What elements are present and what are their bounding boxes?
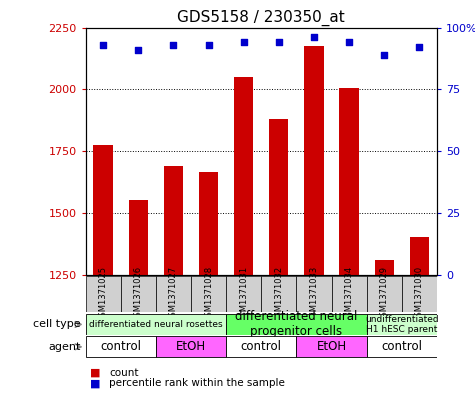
Bar xyxy=(410,237,429,275)
Text: GSM1371025: GSM1371025 xyxy=(99,266,107,322)
Point xyxy=(345,39,353,46)
Bar xyxy=(226,336,296,357)
Text: differentiated neural rosettes: differentiated neural rosettes xyxy=(89,320,223,329)
Point xyxy=(240,39,247,46)
Bar xyxy=(332,276,367,312)
Bar xyxy=(86,276,121,312)
Point xyxy=(205,42,212,48)
Text: control: control xyxy=(381,340,422,353)
Point xyxy=(134,47,142,53)
Bar xyxy=(375,260,394,275)
Bar xyxy=(402,276,437,312)
Bar xyxy=(269,119,288,275)
Bar xyxy=(94,145,113,275)
Bar xyxy=(304,46,323,275)
Bar xyxy=(86,314,226,335)
Text: GSM1371028: GSM1371028 xyxy=(204,266,213,322)
Text: EtOH: EtOH xyxy=(176,340,206,353)
Text: GSM1371034: GSM1371034 xyxy=(345,266,353,322)
Point xyxy=(275,39,283,46)
Bar xyxy=(164,166,183,275)
Text: cell type: cell type xyxy=(33,320,81,329)
Bar xyxy=(261,276,296,312)
Point xyxy=(380,51,388,58)
Text: control: control xyxy=(100,340,141,353)
Bar xyxy=(191,276,226,312)
Bar xyxy=(367,336,437,357)
Bar xyxy=(340,88,359,275)
Text: EtOH: EtOH xyxy=(316,340,347,353)
Bar xyxy=(234,77,253,275)
Text: GSM1371031: GSM1371031 xyxy=(239,266,248,322)
Bar xyxy=(226,276,261,312)
Title: GDS5158 / 230350_at: GDS5158 / 230350_at xyxy=(177,10,345,26)
Text: ■: ■ xyxy=(90,378,101,388)
Bar xyxy=(156,276,191,312)
Text: GSM1371027: GSM1371027 xyxy=(169,266,178,322)
Text: control: control xyxy=(241,340,282,353)
Text: percentile rank within the sample: percentile rank within the sample xyxy=(109,378,285,388)
Bar xyxy=(296,276,332,312)
Text: GSM1371030: GSM1371030 xyxy=(415,266,424,322)
Bar xyxy=(367,314,437,335)
Text: GSM1371033: GSM1371033 xyxy=(310,266,318,322)
Text: differentiated neural
progenitor cells: differentiated neural progenitor cells xyxy=(235,310,358,338)
Text: GSM1371032: GSM1371032 xyxy=(275,266,283,322)
Bar xyxy=(296,336,367,357)
Bar xyxy=(367,276,402,312)
Text: count: count xyxy=(109,367,139,378)
Text: ■: ■ xyxy=(90,367,101,378)
Point xyxy=(310,34,318,40)
Bar xyxy=(199,173,218,275)
Bar xyxy=(129,200,148,275)
Bar xyxy=(121,276,156,312)
Point xyxy=(170,42,177,48)
Bar xyxy=(226,314,367,335)
Text: GSM1371029: GSM1371029 xyxy=(380,266,389,322)
Text: GSM1371026: GSM1371026 xyxy=(134,266,142,322)
Bar xyxy=(86,336,156,357)
Point xyxy=(416,44,423,50)
Point xyxy=(99,42,107,48)
Text: undifferentiated
H1 hESC parent: undifferentiated H1 hESC parent xyxy=(365,315,438,334)
Bar xyxy=(156,336,226,357)
Text: agent: agent xyxy=(48,342,81,352)
